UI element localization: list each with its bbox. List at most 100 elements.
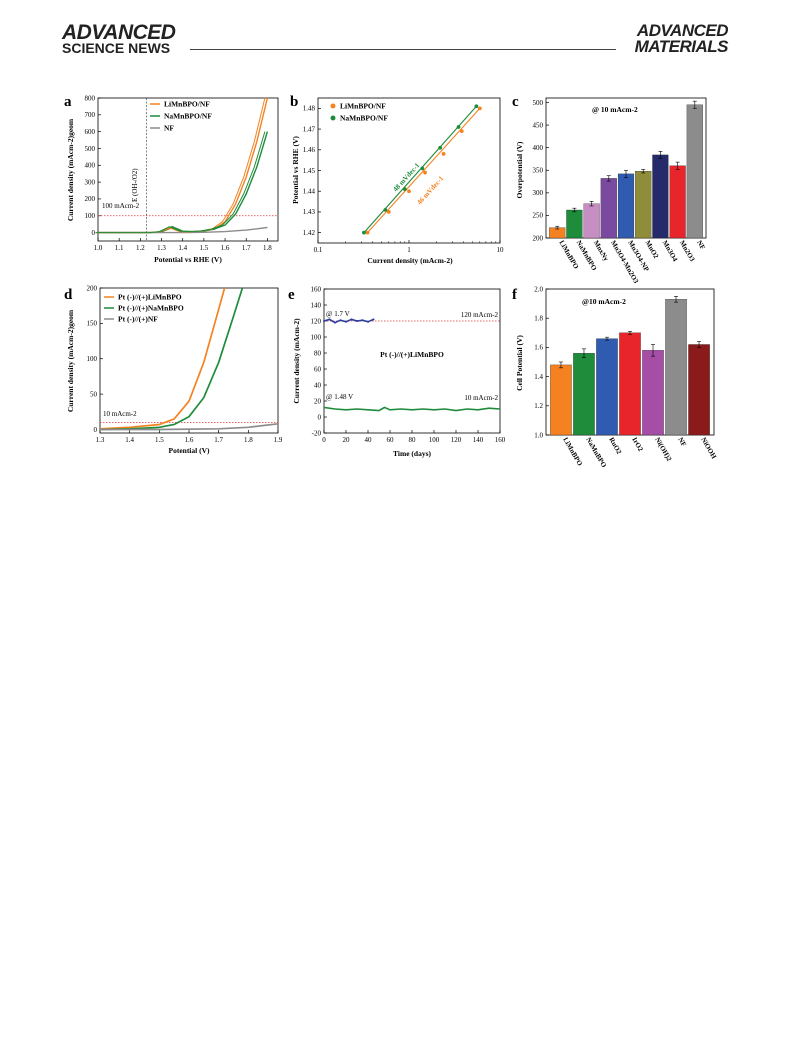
panel-a-series bbox=[95, 97, 278, 241]
panel-a-line-1-return bbox=[95, 131, 266, 234]
panel-e-point-1p7v bbox=[367, 320, 369, 323]
panel-b-legend: LiMnBPO/NF NaMnBPO/NF bbox=[330, 102, 388, 123]
panel-d-annotation-10: 10 mAcm-2 bbox=[103, 410, 137, 418]
panel-a-xtick-label: 1.0 bbox=[94, 244, 103, 252]
panel-a-xtick-label: 1.6 bbox=[221, 244, 230, 252]
panel-d-xtick-label: 1.8 bbox=[244, 436, 253, 444]
panel-b-point-1 bbox=[456, 125, 461, 129]
panel-d-ytick-label: 0 bbox=[94, 426, 98, 434]
panel-f-annotation: @10 mAcm-2 bbox=[582, 297, 626, 306]
panel-c-ytick-label: 300 bbox=[533, 189, 544, 197]
panel-f-category-label: NaMnBPO bbox=[584, 436, 608, 469]
header-materials: MATERIALS bbox=[634, 37, 729, 56]
panel-f-bars bbox=[550, 296, 710, 436]
panel-a-ylabel: Current density (mAcm-2)geom bbox=[66, 118, 75, 221]
panel-b-xtick-label: 1 bbox=[407, 246, 411, 254]
panel-b-point-1 bbox=[474, 104, 479, 109]
panel-e-xlabel: Time (days) bbox=[393, 449, 431, 458]
panel-d-ylabel: Current density (mAcm-2)geom bbox=[66, 309, 75, 412]
panel-d-xtick-label: 1.5 bbox=[155, 436, 164, 444]
panel-c-bar bbox=[635, 171, 652, 239]
panel-c-ytick-label: 450 bbox=[533, 121, 544, 129]
panel-f-ytick-label: 1.4 bbox=[534, 373, 543, 381]
panel-e-ytick-label: 80 bbox=[314, 349, 322, 357]
header-advanced-left: ADVANCED bbox=[62, 21, 176, 44]
panel-e-ylabel: Current density (mAcm-2) bbox=[292, 318, 301, 404]
panel-c-ytick-label: 350 bbox=[533, 167, 544, 175]
panel-e-ytick-label: -20 bbox=[312, 429, 322, 437]
panel-d-xtick-label: 1.4 bbox=[125, 436, 134, 444]
panel-e-label-top-right: 120 mAcm-2 bbox=[461, 311, 499, 319]
panel-f-bar bbox=[550, 364, 572, 436]
panel-a-ytick-label: 100 bbox=[85, 212, 96, 220]
panel-f-ytick-label: 1.2 bbox=[534, 402, 543, 410]
panel-d-series bbox=[99, 287, 279, 431]
panel-e-ytick-label: 100 bbox=[311, 333, 322, 341]
panel-d-xtick-label: 1.3 bbox=[96, 436, 105, 444]
panel-e-xtick-label: 20 bbox=[343, 436, 351, 444]
panel-d-ticks: 1.3 1.4 1.5 1.6 1.7 1.8 1.9 0 50 100 150 200 bbox=[87, 285, 283, 444]
panel-b-point-0 bbox=[386, 210, 391, 214]
panel-b-ticks: 0.1 1 10 1.42 1.43 1.44 1.45 1.46 1.47 1.48 bbox=[303, 105, 504, 254]
panel-e-point-1p7v bbox=[372, 318, 375, 321]
panel-c-bar bbox=[600, 178, 617, 239]
panel-a-ytick-label: 0 bbox=[92, 229, 96, 237]
panel-b-point-0 bbox=[407, 189, 411, 194]
panel-e-point-1p7v bbox=[345, 320, 347, 323]
panel-e-xtick-label: 60 bbox=[387, 436, 395, 444]
panel-a-xtick-label: 1.5 bbox=[200, 244, 209, 252]
panel-c-ytick-label: 200 bbox=[533, 234, 544, 242]
panel-e-label-bottom: @ 1.48 V bbox=[326, 393, 353, 401]
panel-a-ytick-label: 600 bbox=[85, 128, 96, 136]
panel-c-bar bbox=[652, 154, 669, 239]
panel-b-point-1 bbox=[438, 145, 443, 150]
panel-b-ytick-label: 1.43 bbox=[303, 208, 316, 216]
panel-e-label-top: @ 1.7 V bbox=[326, 310, 350, 318]
panel-f-ytick-label: 2.0 bbox=[534, 285, 543, 293]
panel-e-ytick-label: 20 bbox=[314, 397, 322, 405]
panel-d-ytick-label: 100 bbox=[87, 355, 98, 363]
panel-e-point-1p7v bbox=[334, 321, 336, 324]
panel-f-ticks: 1.0 1.2 1.4 1.6 1.8 2.0 bbox=[534, 285, 549, 439]
panel-f-letter: f bbox=[512, 287, 518, 303]
header-advanced-right: ADVANCED bbox=[636, 21, 729, 40]
panel-f-category-label: RuO2 bbox=[607, 436, 623, 456]
panel-c-ytick-label: 400 bbox=[533, 144, 544, 152]
panel-f-ytick-label: 1.6 bbox=[534, 344, 543, 352]
panel-b-point-1 bbox=[383, 207, 388, 212]
panel-e-xtick-label: 40 bbox=[365, 436, 373, 444]
panel-f-categories: LiMnBPO NaMnBPO RuO2 IrO2 Ni(OH)2 NF NiOOH bbox=[561, 436, 718, 469]
panel-e-line-1p7v bbox=[323, 318, 374, 324]
panel-e-center-text: Pt (-)//(+)LiMnBPO bbox=[380, 350, 444, 359]
panel-f-category-label: IrO2 bbox=[630, 436, 645, 453]
panel-b-ytick-label: 1.46 bbox=[303, 146, 316, 154]
panel-c-ytick-label: 250 bbox=[533, 212, 544, 220]
panel-c-bar bbox=[669, 165, 686, 239]
panel-e-point-1p7v bbox=[339, 319, 342, 322]
panel-a-xtick-label: 1.8 bbox=[263, 244, 272, 252]
panel-a-frame bbox=[97, 97, 279, 242]
panel-c-category-label: NF bbox=[695, 239, 707, 251]
panel-f-bar bbox=[688, 344, 710, 436]
panel-e-ticks: 0 20 40 60 80 100 120 140 160-200204060801001201… bbox=[311, 285, 506, 444]
panel-e-chart: e 0 20 40 60 80 100 120 140 160-2002040608010012… bbox=[288, 285, 506, 458]
panel-b-ytick-label: 1.45 bbox=[303, 167, 316, 175]
panel-f-ylabel: Cell Potential (V) bbox=[515, 335, 524, 391]
panel-b-ytick-label: 1.44 bbox=[303, 188, 316, 196]
panel-d-ytick-label: 200 bbox=[87, 285, 98, 292]
panel-d-line-0 bbox=[99, 287, 226, 430]
panel-c-bar bbox=[583, 203, 600, 239]
panel-a-xlabel: Potential vs RHE (V) bbox=[154, 255, 222, 264]
panel-b-series bbox=[345, 104, 497, 243]
panel-c-bar bbox=[686, 104, 703, 239]
header-divider bbox=[190, 49, 616, 50]
panel-a-ytick-label: 700 bbox=[85, 111, 96, 119]
legend-a-nf: NF bbox=[164, 124, 174, 133]
panel-c-bar bbox=[566, 209, 583, 239]
panel-f-category-label: Ni(OH)2 bbox=[653, 436, 673, 463]
panel-a-chart: a 1.0 1.1 1.2 1.3 1.4 1.5 1.6 1.7 1.8 0 100 200 300 4… bbox=[64, 94, 279, 264]
panel-e-series bbox=[323, 318, 501, 412]
panel-a-xtick-label: 1.7 bbox=[242, 244, 251, 252]
panel-b-point-0 bbox=[477, 106, 482, 111]
